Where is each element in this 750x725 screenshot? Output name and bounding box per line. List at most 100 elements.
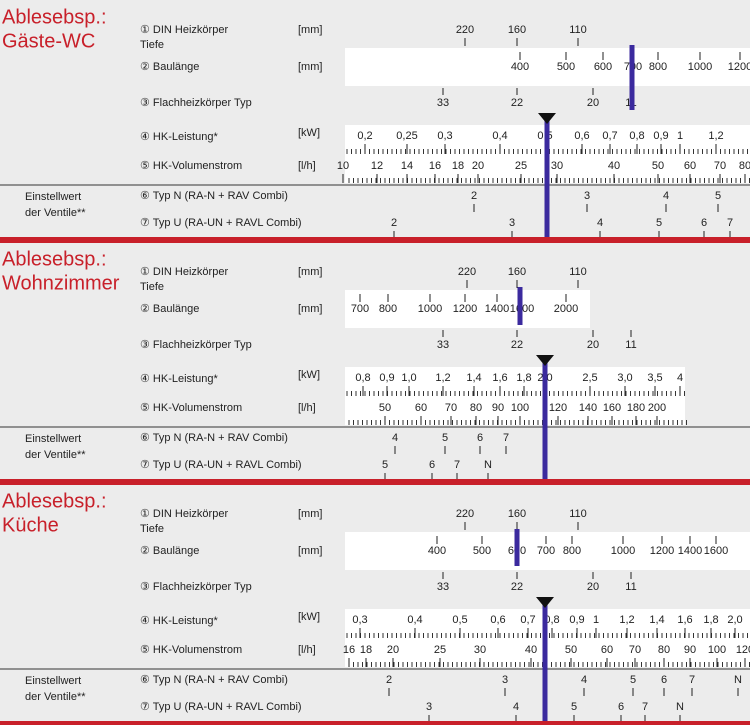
scale-label: 5 (571, 701, 577, 713)
scale-label: 33 (437, 97, 449, 109)
scale-label: 0,7 (602, 130, 617, 142)
scale-label: 4 (513, 701, 519, 713)
scale-label: 6 (661, 674, 667, 686)
scale-label: 5 (630, 674, 636, 686)
row-label: ⑤ HK-Volumenstrom (140, 160, 242, 172)
scale-label: 2,5 (582, 372, 597, 384)
scale-label: 1,6 (677, 614, 692, 626)
row-unit: [mm] (298, 303, 322, 315)
scale-label: 90 (492, 402, 504, 414)
scale-label: 25 (434, 644, 446, 656)
scale-band (345, 532, 750, 570)
scale-label: 1,8 (516, 372, 531, 384)
valve-label: Einstellwert (25, 433, 81, 445)
scale-label: 100 (511, 402, 529, 414)
scale-label: 200 (648, 402, 666, 414)
valve-label: der Ventile** (25, 207, 86, 219)
scale-label: 60 (601, 644, 613, 656)
row-unit: [kW] (298, 611, 320, 623)
scale-label: 40 (525, 644, 537, 656)
scale-label: 2 (386, 674, 392, 686)
row-unit: [kW] (298, 127, 320, 139)
row-label: ⑦ Typ U (RA-UN + RAVL Combi) (140, 459, 302, 471)
section-title: Küche (2, 514, 59, 536)
row-label: ① DIN Heizkörper (140, 508, 228, 520)
scale-label: 400 (511, 61, 529, 73)
scale-label: 800 (563, 545, 581, 557)
section-title: Gäste-WC (2, 30, 95, 52)
scale-label: 7 (454, 459, 460, 471)
scale-label: 0,9 (653, 130, 668, 142)
scale-label: 0,2 (357, 130, 372, 142)
scale-label: 220 (458, 266, 476, 278)
row-unit: [mm] (298, 24, 322, 36)
section-title: Ablesebsp.: (2, 248, 107, 270)
row-label: ⑥ Typ N (RA-N + RAV Combi) (140, 674, 288, 686)
scale-label: 140 (579, 402, 597, 414)
scale-label: 0,3 (437, 130, 452, 142)
scale-label: 1400 (678, 545, 702, 557)
scale-label: 500 (557, 61, 575, 73)
row-unit: [l/h] (298, 644, 316, 656)
row-unit: [l/h] (298, 160, 316, 172)
scale-label: 1,2 (708, 130, 723, 142)
scale-label: 60 (684, 160, 696, 172)
scale-label: 110 (569, 266, 587, 278)
scale-label: 1000 (611, 545, 635, 557)
section-title: Ablesebsp.: (2, 6, 107, 28)
scale-label: 700 (537, 545, 555, 557)
scale-label: 6 (429, 459, 435, 471)
row-label: ③ Flachheizkörper Typ (140, 97, 252, 109)
scale-label: 33 (437, 339, 449, 351)
scale-label: 70 (714, 160, 726, 172)
scale-label: 60 (415, 402, 427, 414)
scale-label: 18 (452, 160, 464, 172)
scale-label: 5 (715, 190, 721, 202)
scale-label: 2000 (554, 303, 578, 315)
scale-label: 20 (472, 160, 484, 172)
scale-label: 160 (508, 24, 526, 36)
reading-line (542, 362, 548, 482)
row-label: ⑦ Typ U (RA-UN + RAVL Combi) (140, 217, 302, 229)
scale-label: 4 (677, 372, 683, 384)
row-unit: [mm] (298, 545, 322, 557)
scale-label: 0,8 (629, 130, 644, 142)
scale-label: 25 (515, 160, 527, 172)
scale-label: 0,5 (452, 614, 467, 626)
scale-label: 1 (593, 614, 599, 626)
row-label: ② Baulänge (140, 545, 199, 557)
scale-label: 3 (509, 217, 515, 229)
scale-label: 30 (551, 160, 563, 172)
row-label: Tiefe (140, 523, 164, 535)
scale-label: 3 (584, 190, 590, 202)
section-separator (0, 237, 750, 243)
reading-marker (536, 597, 554, 608)
scale-label: 14 (401, 160, 413, 172)
scale-label: 160 (508, 266, 526, 278)
row-unit: [kW] (298, 369, 320, 381)
scale-label: 0,6 (490, 614, 505, 626)
valve-label: der Ventile** (25, 449, 86, 461)
scale-label: 70 (445, 402, 457, 414)
scale-label: 20 (587, 339, 599, 351)
scale-label: 1,4 (649, 614, 664, 626)
row-label: ⑥ Typ N (RA-N + RAV Combi) (140, 432, 288, 444)
row-unit: [l/h] (298, 402, 316, 414)
scale-label: 120 (549, 402, 567, 414)
small-indicator (517, 287, 523, 325)
scale-label: 0,9 (379, 372, 394, 384)
reading-line (542, 604, 548, 724)
section-separator (0, 479, 750, 485)
row-label: ② Baulänge (140, 303, 199, 315)
scale-label: 220 (456, 24, 474, 36)
scale-label: 22 (511, 97, 523, 109)
scale-label: 3 (426, 701, 432, 713)
scale-label: 110 (569, 508, 587, 520)
scale-label: 110 (569, 24, 587, 36)
scale-label: 11 (625, 339, 636, 351)
scale-label: 3,5 (647, 372, 662, 384)
scale-label: 4 (392, 432, 398, 444)
section-title: Ablesebsp.: (2, 490, 107, 512)
scale-label: 0,8 (355, 372, 370, 384)
scale-label: 7 (727, 217, 733, 229)
